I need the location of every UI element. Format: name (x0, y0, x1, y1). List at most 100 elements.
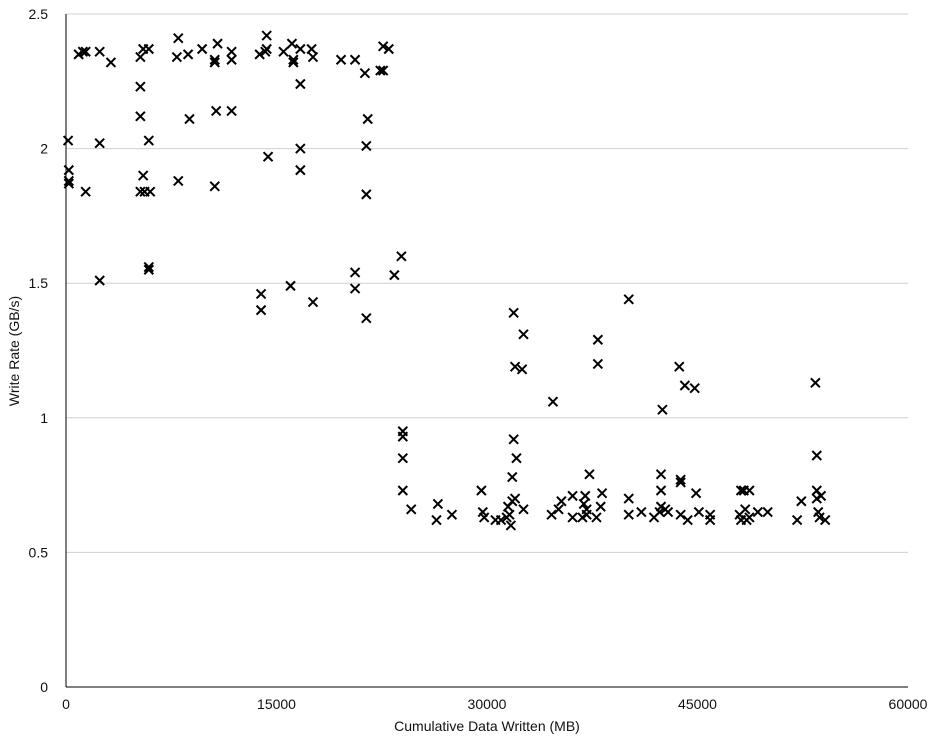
data-point (143, 43, 155, 55)
data-point (295, 143, 306, 154)
data-point (359, 68, 371, 79)
data-point (80, 46, 91, 57)
data-point (209, 181, 220, 192)
data-point (580, 490, 591, 502)
data-point (511, 452, 522, 464)
data-point (509, 361, 521, 372)
data-point (682, 514, 693, 526)
data-points (62, 30, 831, 531)
data-point (478, 512, 490, 523)
data-point (396, 251, 407, 262)
data-point (662, 506, 674, 518)
y-tick-label: 1.5 (29, 275, 49, 291)
data-point (288, 57, 299, 68)
data-point (349, 267, 361, 278)
y-tick-label: 2 (40, 141, 48, 157)
data-point (553, 504, 564, 515)
data-point (752, 506, 764, 518)
data-point (262, 151, 274, 162)
data-point (397, 452, 409, 464)
data-point (144, 186, 156, 197)
data-point (278, 46, 289, 57)
data-point (286, 38, 298, 49)
data-point (184, 113, 195, 125)
data-point (636, 506, 647, 518)
data-point (196, 43, 208, 55)
data-point (432, 498, 444, 510)
data-point (679, 380, 691, 391)
data-point (135, 81, 146, 92)
data-point (740, 504, 751, 515)
data-point (518, 504, 529, 515)
y-tick-label: 0 (40, 679, 48, 695)
data-point (295, 43, 306, 55)
x-axis-title: Cumulative Data Written (MB) (394, 718, 580, 734)
data-point (210, 105, 222, 117)
gridlines (66, 13, 908, 553)
data-point (143, 264, 155, 275)
data-point (508, 434, 519, 445)
data-point (623, 509, 634, 520)
data-point (94, 138, 105, 149)
data-point (397, 431, 409, 442)
data-point (819, 514, 831, 526)
data-point (261, 30, 272, 41)
data-point (349, 54, 361, 65)
data-point (655, 485, 667, 496)
data-point (592, 334, 604, 345)
data-point (377, 65, 389, 76)
data-point (735, 485, 747, 496)
data-point (592, 358, 604, 370)
data-point (361, 189, 372, 200)
data-point (295, 78, 306, 90)
data-point (693, 506, 705, 518)
data-point (94, 46, 105, 57)
data-point (375, 65, 386, 76)
data-point (182, 49, 194, 60)
data-point (349, 283, 361, 294)
data-point (791, 514, 803, 526)
data-point (810, 377, 821, 389)
data-point (675, 477, 686, 488)
data-point (762, 506, 773, 518)
data-point (744, 485, 755, 496)
data-point (584, 469, 595, 480)
data-point (397, 485, 409, 496)
data-point (143, 135, 155, 146)
data-point (675, 474, 686, 485)
data-point (63, 178, 75, 189)
data-point (383, 43, 394, 55)
data-point (135, 51, 146, 63)
data-point (675, 509, 686, 520)
y-tick-label: 0.5 (29, 544, 49, 560)
data-point (811, 450, 822, 461)
data-point (362, 113, 373, 125)
data-point (261, 43, 272, 55)
x-tick-label: 60000 (889, 696, 928, 712)
data-point (307, 296, 319, 308)
data-point (377, 41, 389, 52)
data-point (288, 54, 299, 65)
data-point (137, 170, 149, 181)
data-point (77, 46, 89, 57)
data-point (796, 496, 807, 507)
data-point (596, 487, 608, 499)
data-point (255, 304, 267, 316)
data-point (518, 329, 529, 340)
data-point (171, 51, 183, 63)
x-tick-label: 45000 (678, 696, 717, 712)
data-point (226, 105, 237, 117)
axes (65, 14, 908, 688)
data-point (209, 54, 220, 65)
x-tick-labels: 0 15000 30000 45000 60000 (62, 696, 928, 712)
y-tick-label: 1 (40, 410, 48, 426)
data-point (389, 269, 400, 281)
data-point (476, 485, 487, 496)
data-point (815, 490, 827, 502)
data-point (507, 471, 518, 483)
data-point (209, 57, 220, 68)
data-point (226, 46, 237, 57)
data-point (226, 54, 237, 65)
data-point (744, 512, 755, 523)
